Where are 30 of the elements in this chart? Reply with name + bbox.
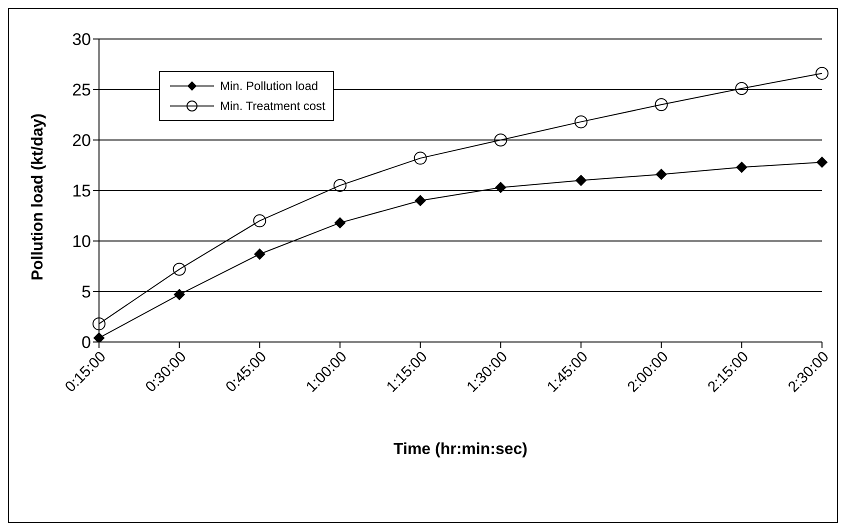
y-tick-label: 15 xyxy=(72,182,91,201)
point xyxy=(334,217,346,228)
point xyxy=(494,134,508,146)
y-tick-label: 25 xyxy=(72,80,91,100)
point xyxy=(816,66,828,80)
y-tick-label: 10 xyxy=(72,232,91,252)
point xyxy=(172,262,186,276)
y-axis-title: Pollution load (kt/day) xyxy=(30,113,47,280)
legend-label: Min. Treatment cost xyxy=(220,99,326,113)
point xyxy=(735,82,748,95)
y-tick-label: 5 xyxy=(82,282,91,302)
x-axis-title: Time (hr:min:sec) xyxy=(394,441,528,458)
y-tick-label: 30 xyxy=(72,30,91,50)
point xyxy=(174,289,185,300)
point xyxy=(334,178,346,192)
point xyxy=(414,195,426,206)
legend-label: Min. Pollution load xyxy=(220,79,318,93)
y-tick-label: 0 xyxy=(82,333,91,352)
point xyxy=(92,317,106,330)
point xyxy=(736,162,748,173)
point xyxy=(254,248,266,260)
point xyxy=(495,182,506,193)
point xyxy=(576,174,586,186)
point xyxy=(654,98,668,112)
point xyxy=(414,152,427,165)
y-tick-label: 20 xyxy=(72,131,91,150)
point xyxy=(816,156,828,168)
point xyxy=(656,168,667,180)
point xyxy=(574,115,588,128)
point xyxy=(253,214,266,228)
